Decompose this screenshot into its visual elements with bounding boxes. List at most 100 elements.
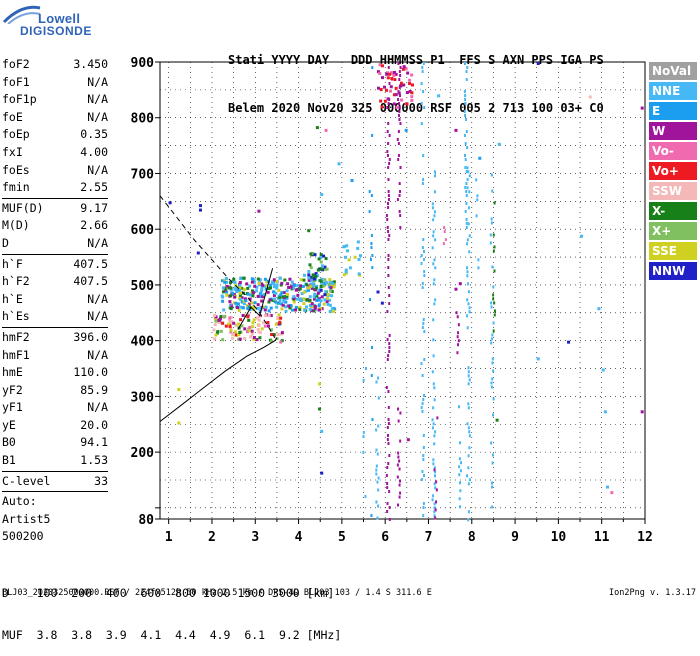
param-row: foF1p N/A	[2, 91, 108, 109]
echo-point	[375, 428, 378, 432]
echo-point	[465, 202, 468, 205]
param-name: B1	[2, 453, 16, 468]
param-value: 20.0	[80, 417, 108, 432]
echo-point	[283, 278, 287, 282]
x-tick-label: 1	[165, 530, 173, 545]
echo-point	[375, 468, 378, 472]
echo-point	[238, 305, 242, 309]
echo-point	[250, 301, 254, 305]
echo-point	[385, 214, 388, 217]
echo-point	[229, 294, 233, 298]
echo-point	[386, 150, 389, 153]
echo-point	[236, 302, 240, 306]
echo-point	[255, 338, 259, 342]
echo-point	[254, 289, 258, 293]
echo-point	[198, 208, 202, 212]
x-tick-label: 5	[338, 530, 346, 545]
echo-point	[305, 298, 309, 302]
echo-point	[252, 280, 256, 284]
echo-point	[406, 438, 410, 442]
echo-point	[456, 335, 459, 339]
echo-point	[464, 142, 467, 145]
echo-point	[421, 410, 424, 413]
echo-point	[490, 441, 493, 445]
param-value: N/A	[87, 162, 108, 177]
echo-point	[491, 265, 494, 269]
echo-point	[423, 274, 426, 277]
echo-point	[387, 406, 390, 409]
echo-point	[387, 230, 390, 233]
echo-point	[431, 246, 434, 250]
echo-point	[333, 307, 337, 311]
echo-point	[399, 226, 402, 229]
echo-point	[387, 142, 390, 145]
echo-point	[433, 468, 436, 472]
echo-point	[466, 186, 469, 190]
echo-point	[492, 329, 495, 333]
echo-point	[267, 314, 271, 318]
echo-point	[394, 86, 398, 90]
echo-point	[433, 170, 436, 174]
param-name: yF2	[2, 382, 23, 397]
echo-point	[370, 242, 373, 245]
param-name: yE	[2, 417, 16, 432]
echo-point	[320, 295, 324, 299]
echo-point	[300, 299, 304, 303]
echo-point	[457, 339, 460, 343]
echo-point	[387, 354, 390, 357]
echo-point	[431, 498, 434, 502]
echo-point	[432, 262, 435, 266]
echo-point	[388, 350, 391, 353]
echo-point	[318, 279, 322, 283]
echo-point	[320, 192, 324, 196]
param-value: N/A	[87, 291, 108, 306]
echo-point	[240, 286, 244, 290]
echo-point	[434, 470, 437, 474]
echo-point	[567, 340, 571, 344]
echo-point	[319, 299, 323, 303]
echo-point	[378, 72, 382, 76]
echo-point	[398, 182, 401, 185]
echo-point	[308, 263, 312, 267]
echo-point	[386, 202, 389, 205]
echo-point	[242, 302, 246, 306]
echo-point	[261, 295, 265, 299]
echo-point	[268, 283, 272, 287]
param-name: yF1	[2, 400, 23, 415]
echo-point	[313, 253, 317, 257]
echo-point	[399, 122, 402, 125]
echo-point	[465, 194, 468, 197]
legend-entry-vo: Vo+	[649, 162, 697, 182]
param-value: 85.9	[80, 382, 108, 397]
echo-point	[398, 459, 401, 463]
echo-point	[276, 301, 280, 305]
echo-point	[223, 278, 227, 282]
echo-point	[491, 485, 494, 489]
echo-point	[270, 280, 274, 284]
echo-point	[224, 324, 228, 328]
echo-point	[312, 309, 316, 313]
param-name: fxI	[2, 144, 23, 159]
echo-point	[255, 285, 259, 289]
echo-point	[344, 270, 348, 274]
echo-point	[433, 442, 436, 446]
muf-table-distance-row: D 100 200 400 600 800 1000 1500 3000 [km…	[2, 586, 335, 600]
param-name: fmin	[2, 180, 30, 195]
echo-point	[422, 154, 425, 157]
echo-point	[328, 309, 332, 313]
echo-point	[265, 283, 269, 287]
echo-point	[432, 354, 435, 358]
legend-entry-sse: SSE	[649, 242, 697, 262]
echo-point	[331, 282, 335, 286]
echo-point	[377, 424, 380, 428]
echo-point	[316, 268, 320, 272]
echo-point	[421, 66, 424, 69]
echo-point	[421, 182, 424, 185]
param-separator	[2, 470, 108, 472]
echo-point	[368, 210, 371, 213]
echo-point	[606, 485, 610, 489]
y-tick-label: 500	[131, 279, 155, 294]
echo-point	[292, 300, 296, 304]
echo-point	[433, 474, 436, 478]
echo-point	[466, 66, 469, 69]
